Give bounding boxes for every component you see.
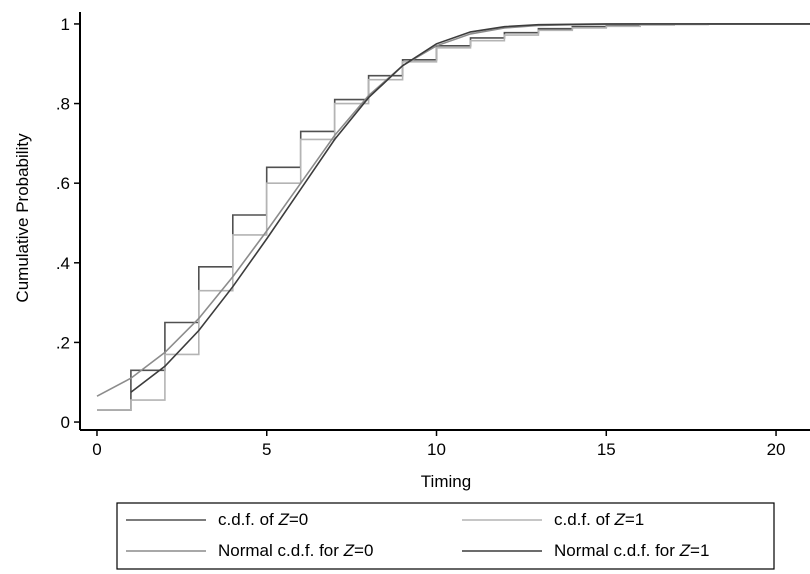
axes-layer: 0.2.4.6.810 5 10 15 20 [56, 12, 810, 459]
x-tick-label: 15 [597, 440, 616, 459]
legend-label: c.d.f. of Z=1 [554, 510, 644, 529]
legend: c.d.f. of Z=0 c.d.f. of Z=1 Normal c.d.f. … [116, 502, 775, 570]
series-line-4 [130, 23, 810, 393]
x-axis-title: Timing [421, 472, 471, 491]
y-tick-label: 0 [61, 413, 70, 432]
x-tick-label: 5 [262, 440, 271, 459]
y-tick-label: 1 [61, 15, 70, 34]
legend-label: Normal c.d.f. for Z=0 [218, 541, 373, 560]
legend-label: c.d.f. of Z=0 [218, 510, 308, 529]
legend-box [116, 502, 775, 570]
y-axis-title: Cumulative Probability [13, 133, 32, 303]
x-tick-label: 20 [767, 440, 786, 459]
y-tick-label: .4 [56, 254, 70, 273]
series-line-2 [97, 23, 810, 411]
y-tick-label: .8 [56, 95, 70, 114]
legend-label: Normal c.d.f. for Z=1 [554, 541, 709, 560]
series-layer [96, 23, 810, 411]
x-tick-label: 0 [92, 440, 101, 459]
y-tick-label: .6 [56, 174, 70, 193]
y-tick-label: .2 [56, 333, 70, 352]
x-tick-label: 10 [427, 440, 446, 459]
